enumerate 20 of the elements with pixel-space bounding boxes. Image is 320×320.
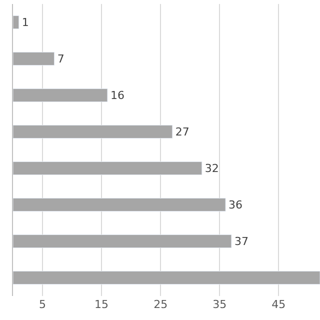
bar — [13, 52, 55, 66]
data-label: 1 — [22, 16, 29, 29]
x-tick-label: 25 — [154, 298, 168, 311]
data-label: 7 — [57, 52, 64, 66]
x-tick-label: 15 — [94, 298, 109, 311]
data-label: 36 — [228, 198, 243, 212]
data-label: 37 — [234, 234, 248, 248]
data-label: 32 — [204, 162, 219, 175]
x-tick-label: 45 — [272, 298, 286, 311]
bar — [13, 88, 108, 102]
data-label: 16 — [110, 88, 124, 102]
bar — [13, 124, 173, 139]
bar — [13, 198, 226, 212]
x-tick-label: 35 — [212, 298, 227, 311]
bar — [13, 161, 202, 176]
bar — [13, 15, 20, 30]
bar — [13, 270, 320, 285]
bar — [13, 234, 232, 248]
data-label: 27 — [175, 125, 190, 138]
x-tick-label: 5 — [39, 298, 46, 311]
